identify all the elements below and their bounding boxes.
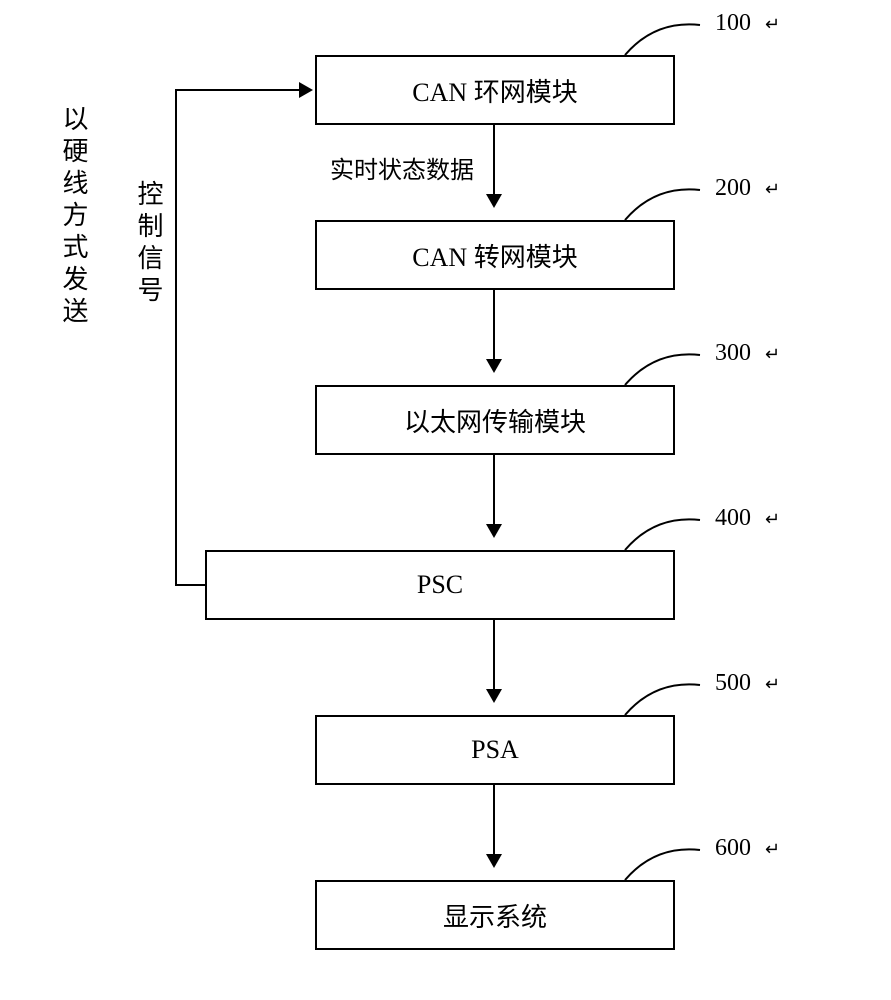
- ref-400: 400: [715, 505, 751, 532]
- node-label: CAN 转网模块: [412, 237, 577, 274]
- feedback-h2: [175, 89, 301, 91]
- ref-600: 600: [715, 835, 751, 862]
- return-mark: ↵: [765, 179, 780, 200]
- ref-200: 200: [715, 175, 751, 202]
- node-display: 显示系统: [315, 880, 675, 950]
- ref-curve-200: [620, 180, 710, 225]
- ref-curve-600: [620, 840, 710, 885]
- node-can-convert: CAN 转网模块: [315, 220, 675, 290]
- node-label: CAN 环网模块: [412, 72, 577, 109]
- ref-500: 500: [715, 670, 751, 697]
- arrow-500-600: [493, 785, 495, 866]
- return-mark: ↵: [765, 839, 780, 860]
- return-mark: ↵: [765, 674, 780, 695]
- edge-label-realtime: 实时状态数据: [330, 150, 474, 185]
- arrow-100-200: [493, 125, 495, 206]
- ref-curve-400: [620, 510, 710, 555]
- return-mark: ↵: [765, 14, 780, 35]
- ref-100: 100: [715, 10, 751, 37]
- ref-curve-100: [620, 15, 710, 60]
- feedback-h1: [175, 584, 205, 586]
- node-psc: PSC: [205, 550, 675, 620]
- node-can-ring: CAN 环网模块: [315, 55, 675, 125]
- ref-curve-300: [620, 345, 710, 390]
- ref-curve-500: [620, 675, 710, 720]
- node-label: 显示系统: [443, 897, 547, 934]
- return-mark: ↵: [765, 509, 780, 530]
- arrow-300-400: [493, 455, 495, 536]
- feedback-v: [175, 89, 177, 586]
- side-label-inner: 控制信号: [130, 180, 167, 308]
- feedback-arrowhead: [299, 82, 313, 98]
- node-label: PSC: [417, 570, 463, 600]
- arrow-400-500: [493, 620, 495, 701]
- node-psa: PSA: [315, 715, 675, 785]
- node-label: 以太网传输模块: [404, 402, 586, 439]
- return-mark: ↵: [765, 344, 780, 365]
- node-ethernet: 以太网传输模块: [315, 385, 675, 455]
- arrow-200-300: [493, 290, 495, 371]
- side-label-outer: 以硬线方式发送: [55, 105, 92, 329]
- node-label: PSA: [471, 735, 519, 765]
- ref-300: 300: [715, 340, 751, 367]
